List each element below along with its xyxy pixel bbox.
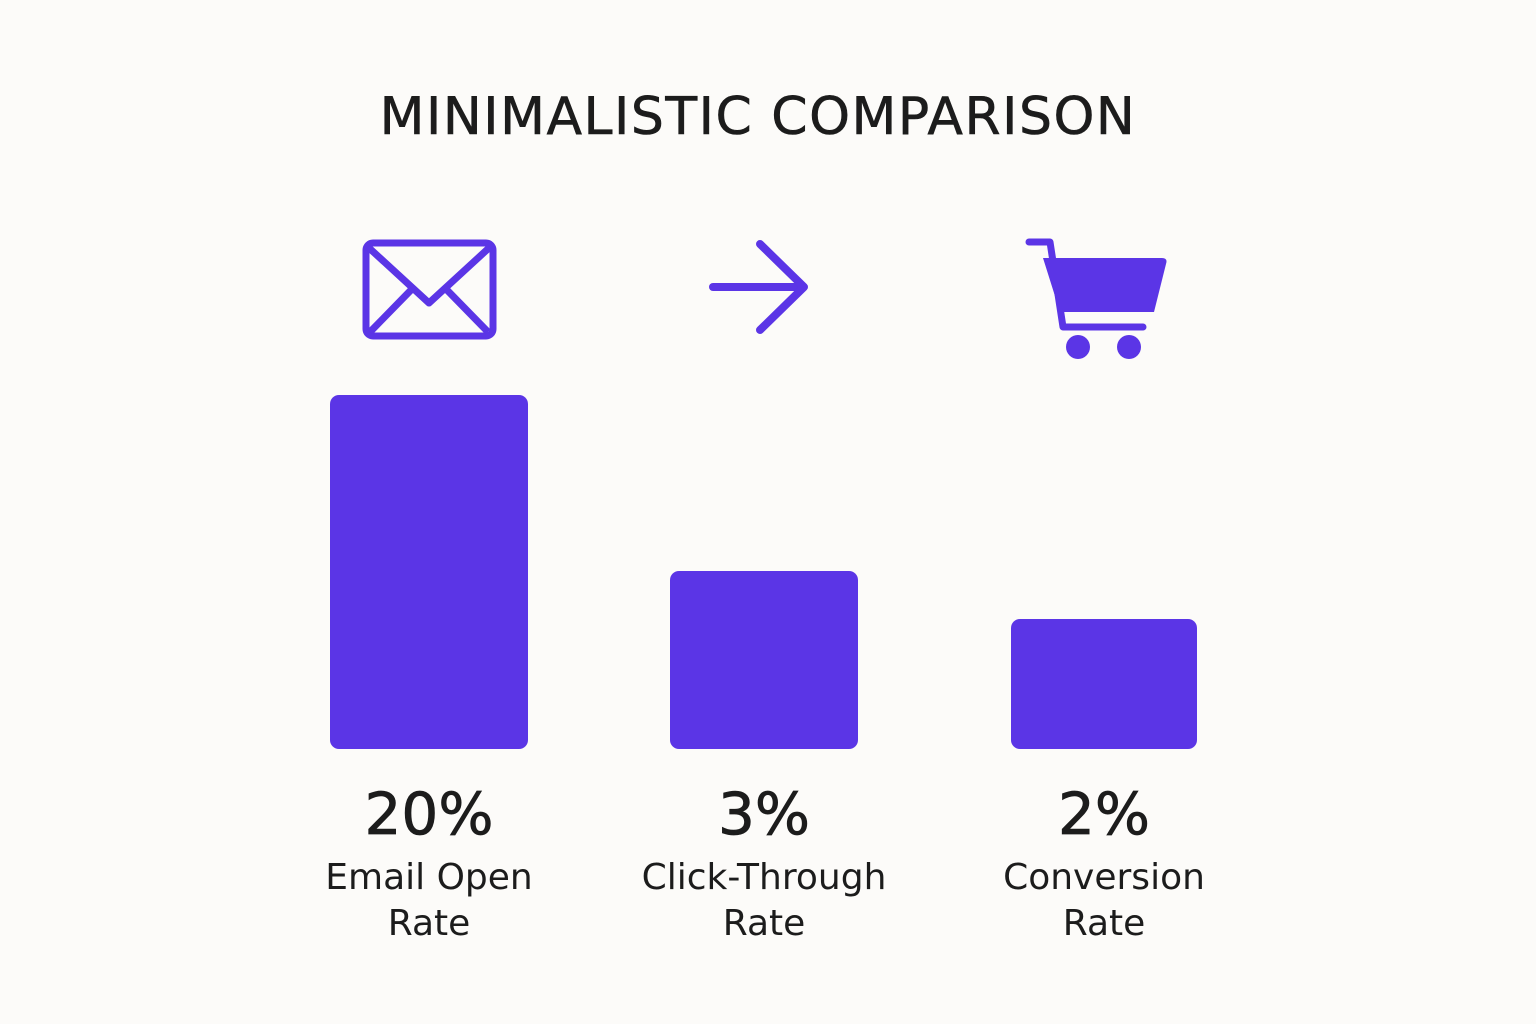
- value-label: 20%: [365, 780, 494, 848]
- arrow-right-icon: [709, 240, 808, 334]
- labels-group: 20% Email Open Rate 3% Click-Through Rate 2% Co…: [325, 780, 1205, 944]
- bar-email-open-rate: [330, 395, 528, 749]
- chart-title: MINIMALISTIC COMPARISON: [379, 87, 1137, 148]
- category-label: Rate: [388, 903, 471, 944]
- envelope-icon: [362, 239, 497, 340]
- value-label: 2%: [1058, 780, 1150, 848]
- bars-group: [330, 395, 1197, 749]
- category-label: Email Open: [325, 857, 532, 898]
- shopping-cart-icon: [1025, 238, 1167, 359]
- category-label: Rate: [723, 903, 806, 944]
- category-label: Click-Through: [642, 857, 887, 898]
- bar-click-through-rate: [670, 571, 858, 749]
- value-label: 3%: [718, 780, 810, 848]
- category-label: Conversion: [1003, 857, 1205, 898]
- category-label: Rate: [1063, 903, 1146, 944]
- bar-conversion-rate: [1011, 619, 1197, 749]
